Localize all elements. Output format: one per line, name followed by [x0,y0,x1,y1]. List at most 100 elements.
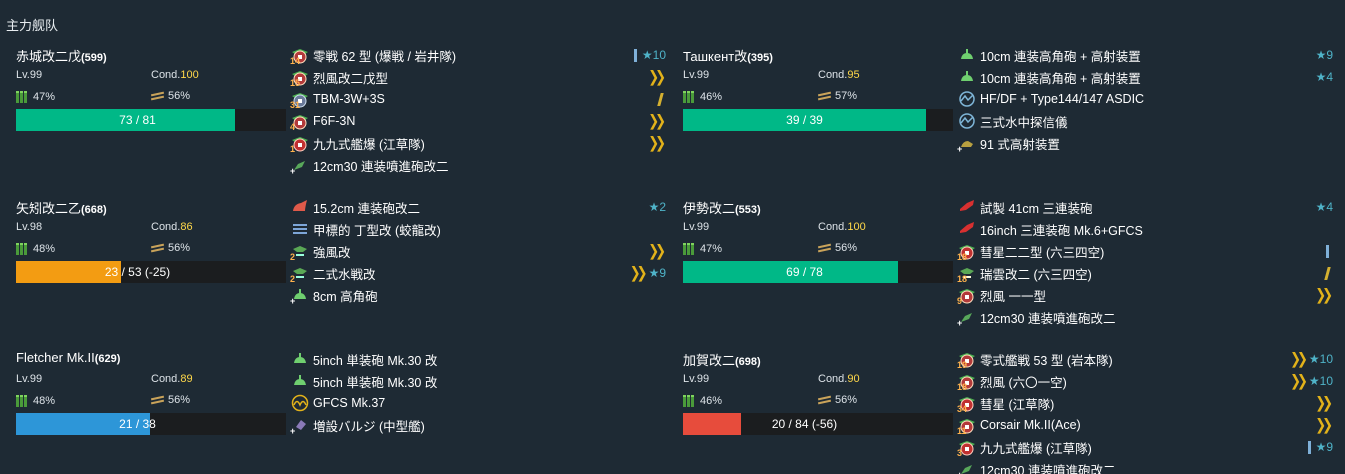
aa-director-icon: + [957,133,977,154]
equipment-row[interactable]: + 12cm30 連装噴進砲改二 [957,306,1337,329]
sonar-icon [957,89,977,109]
radar-icon [290,393,310,413]
slot-count: 18 [957,252,968,262]
equipment-row[interactable]: 19 零式艦戦 53 型 (岩本隊) ❯❯ ★10 [957,348,1337,370]
equipment-row[interactable]: 10cm 連装高角砲 + 高射装置 ★4 [957,66,1337,88]
equipment-row[interactable]: 試製 41cm 三連装砲 ★4 [957,196,1337,218]
hp-text: 69 / 78 [786,265,823,279]
hp-bar-fill [683,261,898,283]
equipment-row[interactable]: 34 彗星 (江草隊) ❯❯ [957,392,1337,414]
equipment-name: 瑞雲改二 (六三四空) [980,267,1092,282]
hp-bar: 20 / 84 (-56) [683,413,953,435]
proficiency-max-icon: ❯❯ [629,263,648,282]
slot-count: 14 [290,56,301,66]
fighter-icon: 14 [290,45,310,66]
equipment-name: F6F-3N [313,114,356,128]
equipment-name: 彗星二二型 (六三四空) [980,245,1105,260]
ammo-status: 56% [150,90,190,102]
fighter-icon: 15 [290,67,310,88]
equipment-badges: ❯❯ [648,110,666,132]
ship-card[interactable]: 矢矧改二乙(668) Lv.98 Cond.86 48% 56% 23 / 53… [6,192,686,342]
proficiency-max-icon: ❯❯ [1315,393,1333,412]
equipment-row[interactable]: HF/DF + Type144/147 ASDIC [957,88,1337,110]
small-gun-icon: + [290,285,310,306]
equipment-row[interactable]: + 8cm 高角砲 [290,284,670,306]
slot-count: + [290,166,296,176]
slot-count: + [957,470,962,474]
equipment-name: 九九式艦爆 (江草隊) [313,137,425,152]
proficiency-max-icon: ❯❯ [648,111,666,130]
equipment-row[interactable]: 5inch 単装砲 Mk.30 改 [290,370,670,392]
ship-id: (629) [94,353,121,365]
ammo-status: 56% [150,394,190,406]
equipment-row[interactable]: 16inch 三連装砲 Mk.6+GFCS [957,218,1337,240]
proficiency-max-icon: ❯❯ [1315,285,1333,304]
equipment-row[interactable]: GFCS Mk.37 [290,392,670,414]
ammo-status: 56% [150,242,190,254]
fighter-icon: 4 [290,111,310,132]
equipment-row[interactable]: 9 烈風 一一型 ❯❯ [957,284,1337,306]
equipment-name: 烈風 一一型 [980,289,1046,304]
ship-card[interactable]: 加賀改二(698) Lv.99 Cond.90 46% 56% 20 / 84 … [673,344,1345,474]
equipment-row[interactable]: 14 零戦 62 型 (爆戦 / 岩井隊) ★10 [290,44,670,66]
fuel-icon [683,242,697,255]
hp-text: 23 / 53 (-25) [104,265,171,279]
equipment-row[interactable]: 11 Corsair Mk.II(Ace) ❯❯ [957,414,1337,436]
improvement-level: ★9 [648,266,666,280]
equipment-row[interactable]: 2 強風改 ❯❯ [290,240,670,262]
improvement-level: ★10 [1308,374,1333,388]
equipment-row[interactable]: + 増設バルジ (中型艦) [290,414,670,437]
slot-count: 31 [290,100,301,110]
equipment-row[interactable]: 31 TBM-3W+3S [290,88,670,110]
equipment-row[interactable]: 5inch 単装砲 Mk.30 改 [290,348,670,370]
equipment-row[interactable]: 15.2cm 連装砲改二 ★2 [290,196,670,218]
equipment-row[interactable]: 2 二式水戦改 ❯❯ ★9 [290,262,670,284]
hp-bar: 21 / 38 [16,413,286,435]
hp-bar: 23 / 53 (-25) [16,261,286,283]
ship-condition: Cond.86 [151,221,193,233]
equipment-row[interactable]: 10cm 連装高角砲 + 高射装置 ★9 [957,44,1337,66]
proficiency-max-icon: ❯❯ [1290,349,1308,368]
torpedo-bomber-icon: 31 [290,89,310,110]
equipment-badges: ★9 [1307,436,1333,458]
fuel-status: 46% [683,394,722,407]
aa-gun-icon: + [957,459,977,474]
equipment-badges [657,88,666,110]
equipment-row[interactable]: + 12cm30 連装噴進砲改二 [290,154,670,177]
ship-card[interactable]: 赤城改二戊(599) Lv.99 Cond.100 47% 56% 73 / 8… [6,40,686,190]
large-gun-icon [957,219,977,239]
small-gun-icon [957,67,977,87]
equipment-row[interactable]: 18 烈風 (六〇一空) ❯❯ ★10 [957,370,1337,392]
torpedo-icon [290,219,310,239]
equipment-badges: ★4 [1316,196,1333,218]
equipment-name: 試製 41cm 三連装砲 [980,201,1093,216]
equipment-row[interactable]: 1 九九式艦爆 (江草隊) ❯❯ [290,132,670,154]
proficiency-low-icon [1326,244,1329,258]
dive-bomber-icon: 18 [957,241,977,262]
equipment-row[interactable]: 三式水中探信儀 [957,110,1337,132]
proficiency-max-icon: ❯❯ [648,67,666,86]
proficiency-max-icon: ❯❯ [648,133,666,152]
equipment-row[interactable]: 4 F6F-3N ❯❯ [290,110,670,132]
ship-card[interactable]: Fletcher Mk.II(629) Lv.99 Cond.89 48% 56… [6,344,686,474]
equipment-name: 甲標的 丁型改 (蛟龍改) [313,223,441,238]
equipment-row[interactable]: 18 瑞雲改二 (六三四空) [957,262,1337,284]
slot-count: + [290,426,296,436]
ship-card[interactable]: Ташкент改(395) Lv.99 Cond.95 46% 57% 39 /… [673,40,1345,190]
ship-name: 伊勢改二(553) [683,201,761,216]
equipment-row[interactable]: + 91 式高射装置 [957,132,1337,155]
ship-id: (553) [735,204,761,216]
small-gun-icon [290,349,310,369]
ship-card[interactable]: 伊勢改二(553) Lv.99 Cond.100 47% 56% 69 / 78… [673,192,1345,342]
ship-name: 矢矧改二乙(668) [16,201,107,216]
equipment-row[interactable]: + 12cm30 連装噴進砲改二 [957,458,1337,474]
improvement-level: ★9 [1315,440,1333,454]
equipment-row[interactable]: 甲標的 丁型改 (蛟龍改) [290,218,670,240]
equipment-row[interactable]: 3 九九式艦爆 (江草隊) ★9 [957,436,1337,458]
slot-count: 15 [290,78,301,88]
equipment-row[interactable]: 18 彗星二二型 (六三四空) [957,240,1337,262]
equipment-row[interactable]: 15 烈風改二戊型 ❯❯ [290,66,670,88]
hp-text: 21 / 38 [119,417,156,431]
equipment-list: 10cm 連装高角砲 + 高射装置 ★9 10cm 連装高角砲 + 高射装置 ★… [957,44,1337,154]
ship-id: (395) [747,52,773,64]
